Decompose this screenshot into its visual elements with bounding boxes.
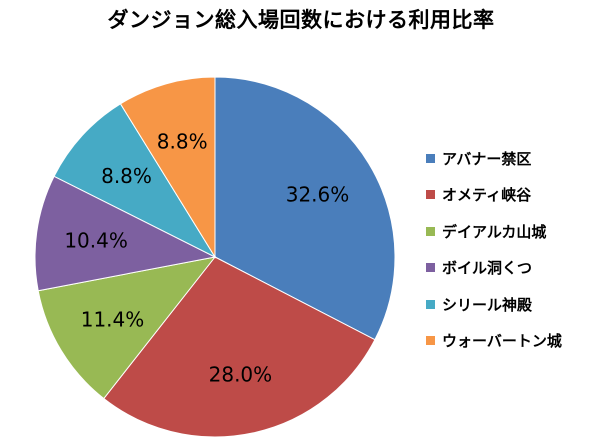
legend-swatch [426, 190, 435, 200]
legend-label: シリール神殿 [442, 295, 533, 314]
pie-slice-warburton [119, 76, 216, 259]
legend-label: オメティ峡谷 [442, 186, 532, 205]
legend-swatch [426, 263, 435, 273]
legend-swatch [426, 226, 435, 236]
legend-label: ウォーバートン城 [442, 332, 562, 351]
data-label-shiriru: 8.8% [101, 164, 152, 188]
legend-item-shiriru: シリール神殿 [426, 286, 562, 323]
legend-swatch [426, 153, 435, 163]
legend-item-abanar: アバナー禁区 [426, 140, 562, 177]
data-label-warburton: 8.8% [157, 130, 208, 154]
pie-slice-boil [34, 175, 217, 292]
data-label-abanar: 32.6% [286, 183, 350, 207]
legend-swatch [426, 336, 435, 346]
legend-swatch [426, 299, 435, 309]
pie-slice-shiriru [53, 103, 217, 259]
pie-slice-ometi [103, 256, 376, 438]
data-label-deiarka: 11.4% [81, 307, 145, 331]
chart-title: ダンジョン総入場回数における利用比率 [107, 8, 495, 32]
legend-item-warburton: ウォーバートン城 [426, 323, 562, 360]
legend-label: ボイル洞くつ [442, 259, 533, 278]
legend: アバナー禁区 オメティ峡谷 デイアルカ山城 ボイル洞くつ シリール神殿ウォーバートン城 [426, 140, 562, 359]
legend-label: デイアルカ山城 [442, 222, 547, 241]
legend-item-boil: ボイル洞くつ [426, 250, 562, 287]
data-label-ometi: 28.0% [209, 362, 273, 386]
legend-item-deiarka: デイアルカ山城 [426, 213, 562, 250]
legend-label: アバナー禁区 [442, 149, 532, 168]
pie-slice-deiarka [37, 256, 217, 400]
legend-item-ometi: オメティ峡谷 [426, 177, 562, 214]
data-label-boil: 10.4% [64, 229, 128, 253]
pie-slice-abanar [214, 76, 396, 341]
